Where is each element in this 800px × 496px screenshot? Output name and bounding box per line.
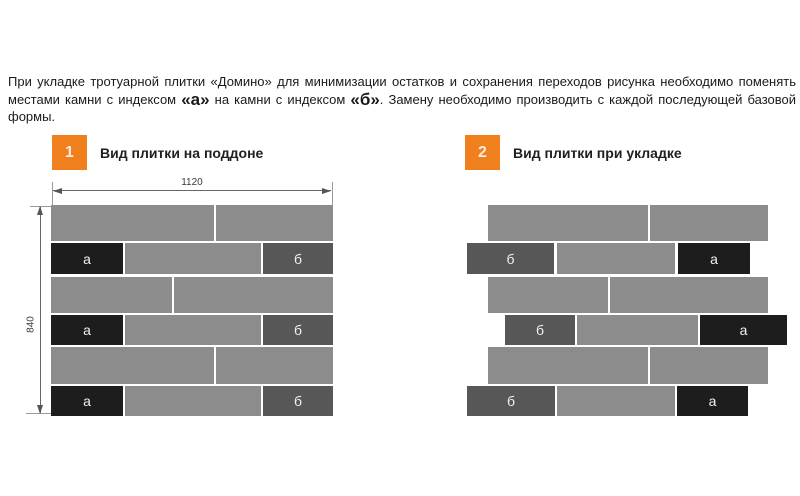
laying-tile-diagram: б а б а б а [467,205,788,416]
tile-plain [125,315,261,345]
tile-b: б [505,315,575,345]
tile-plain [216,347,333,384]
dim-arrow-up-icon [37,206,43,215]
tile-label: а [83,250,91,267]
tile-plain [51,277,172,313]
width-dimension-label: 1120 [181,177,203,188]
dim-extension-line [52,182,53,205]
intro-index-b: «б» [350,89,380,109]
intro-text: При укладке тротуарной плитки «Домино» д… [8,74,796,107]
tile-label: а [708,393,717,409]
tile-plain [51,205,214,241]
tile-plain [557,386,675,416]
tile-plain [125,243,261,274]
section-title: Вид плитки при укладке [513,144,682,161]
tile-b: б [467,386,555,416]
tile-label: б [535,322,545,338]
section-number-badge: 1 [52,135,87,170]
section-header-1: 1 Вид плитки на поддоне [52,135,263,170]
tile-a: а [678,243,750,274]
tile-b: б [263,315,333,345]
intro-paragraph: При укладке тротуарной плитки «Домино» д… [8,73,796,126]
section-title: Вид плитки на поддоне [100,144,264,161]
tile-plain [650,347,768,384]
tile-b: б [263,386,333,416]
tile-plain [577,315,698,345]
tile-label: б [506,250,515,267]
tile-a: а [51,386,123,416]
tile-b: б [263,243,333,274]
tile-label: а [739,322,748,338]
tile-plain [488,347,648,384]
dim-arrow-down-icon [37,405,43,414]
tile-label: б [293,250,303,267]
intro-text: на камни с индексом [209,91,351,107]
intro-index-a: «а» [181,89,210,109]
section-number-badge: 2 [465,135,500,170]
tile-plain [51,347,214,384]
dim-arrow-right-icon [322,188,331,194]
tile-plain [610,277,768,313]
height-dimension-line [40,207,41,413]
tile-plain [174,277,333,313]
tile-plain [216,205,333,241]
tile-plain [125,386,261,416]
dim-extension-line [332,182,333,205]
height-dimension-label: 840 [25,316,37,333]
section-header-2: 2 Вид плитки при укладке [465,135,682,170]
tile-label: а [83,322,91,338]
tile-label: а [710,250,718,267]
tile-a: а [677,386,748,416]
pallet-tile-diagram: а б а б а б [51,205,341,416]
tile-label: б [293,393,303,409]
tile-a: а [700,315,787,345]
tile-plain [488,277,608,313]
tile-b: б [467,243,554,274]
tile-label: б [293,322,303,338]
tile-plain [488,205,648,241]
tile-label: б [506,393,516,409]
tile-plain [650,205,768,241]
intro-text: . Замену необходимо производить с каждой… [8,91,796,125]
tile-a: а [51,243,123,274]
tile-plain [557,243,675,274]
tile-a: а [51,315,123,345]
width-dimension-line [53,190,331,191]
dim-arrow-left-icon [53,188,62,194]
tile-label: а [83,393,91,409]
